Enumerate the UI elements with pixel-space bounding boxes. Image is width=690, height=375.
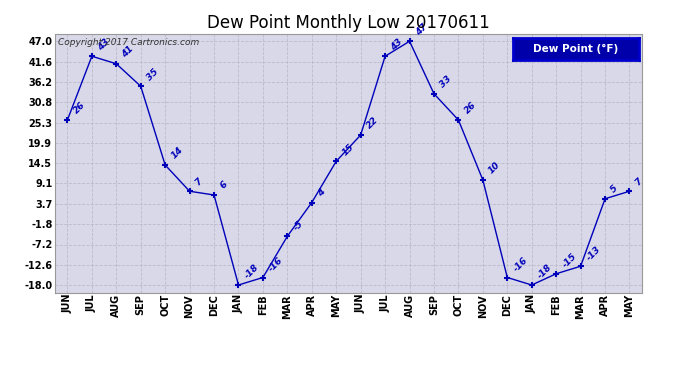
Text: -16: -16 — [267, 255, 285, 273]
Text: 7: 7 — [633, 176, 644, 187]
Title: Dew Point Monthly Low 20170611: Dew Point Monthly Low 20170611 — [207, 14, 490, 32]
Text: -18: -18 — [536, 263, 554, 281]
Text: -5: -5 — [291, 219, 305, 232]
Text: 4: 4 — [316, 188, 327, 198]
Text: 35: 35 — [145, 67, 160, 82]
Text: 26: 26 — [72, 100, 87, 116]
Text: -13: -13 — [584, 244, 602, 262]
Text: 14: 14 — [169, 146, 184, 161]
Text: 6: 6 — [218, 180, 229, 191]
Text: 26: 26 — [462, 100, 477, 116]
Text: 10: 10 — [487, 160, 502, 176]
Text: -15: -15 — [560, 252, 578, 270]
Text: 41: 41 — [121, 44, 136, 60]
Text: 22: 22 — [365, 116, 380, 131]
Text: 43: 43 — [96, 37, 111, 52]
Text: -18: -18 — [243, 263, 261, 281]
Text: Copyright 2017 Cartronics.com: Copyright 2017 Cartronics.com — [58, 38, 199, 46]
Text: 15: 15 — [340, 142, 355, 157]
Text: 33: 33 — [438, 74, 453, 90]
Text: 43: 43 — [389, 37, 404, 52]
Text: 47: 47 — [414, 22, 429, 37]
Text: 7: 7 — [194, 176, 204, 187]
Text: -16: -16 — [511, 255, 529, 273]
Text: 5: 5 — [609, 184, 620, 195]
